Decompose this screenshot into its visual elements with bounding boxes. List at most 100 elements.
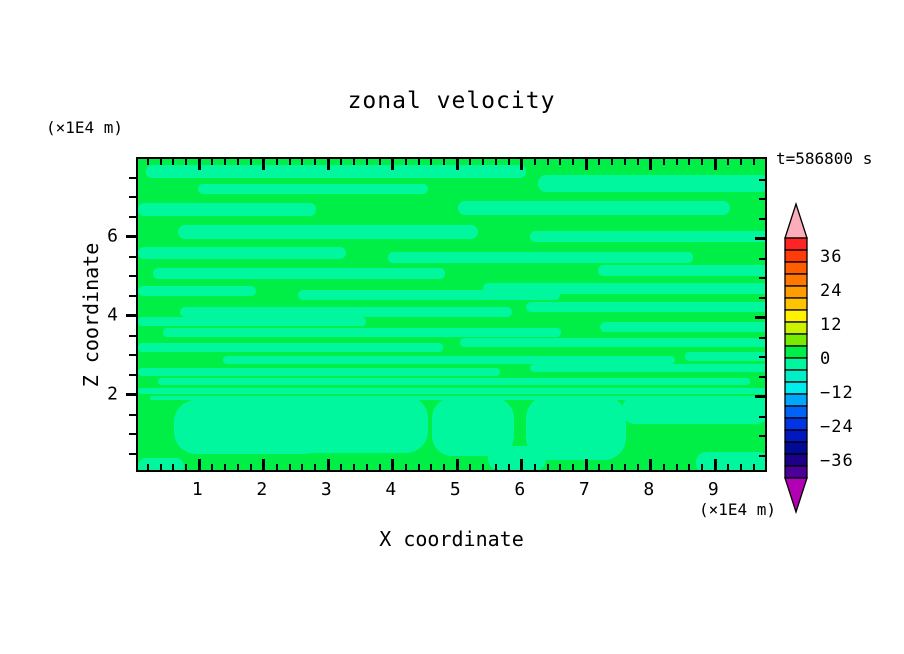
x-tick-label: 5 xyxy=(449,479,461,500)
x-tick-top xyxy=(224,159,227,165)
contour-band xyxy=(600,322,765,332)
contour-band xyxy=(388,252,693,263)
colorbar-segment xyxy=(784,261,808,275)
x-tick-bottom xyxy=(701,464,704,470)
x-tick-top xyxy=(533,159,536,165)
y-tick-left xyxy=(129,374,136,377)
x-tick-bottom xyxy=(688,464,691,470)
x-tick-label: 9 xyxy=(707,479,719,500)
x-tick-label: 4 xyxy=(385,479,397,500)
x-tick-bottom xyxy=(340,464,343,470)
x-tick-bottom xyxy=(494,464,497,470)
contour-band xyxy=(530,231,765,242)
contour-band xyxy=(685,352,765,361)
y-tick-left xyxy=(129,334,136,337)
x-tick-top xyxy=(159,159,162,165)
y-tick-label: 6 xyxy=(107,225,118,247)
x-tick-bottom xyxy=(172,464,175,470)
x-tick-bottom xyxy=(197,459,201,470)
contour-band xyxy=(180,307,512,317)
y-tick-left xyxy=(126,235,136,239)
x-tick-bottom xyxy=(469,464,472,470)
contour-band xyxy=(460,338,765,347)
y-tick-left xyxy=(129,216,136,219)
x-tick-top xyxy=(275,159,278,165)
contour-band xyxy=(163,328,561,337)
x-tick-bottom xyxy=(211,464,214,470)
x-tick-label: 8 xyxy=(643,479,655,500)
x-tick-bottom xyxy=(275,464,278,470)
x-tick-label: 3 xyxy=(320,479,332,500)
x-tick-bottom xyxy=(353,464,356,470)
y-tick-left xyxy=(129,433,136,436)
x-tick-top xyxy=(430,159,433,165)
x-tick-top xyxy=(262,159,266,170)
x-tick-top xyxy=(469,159,472,165)
x-tick-bottom xyxy=(533,464,536,470)
contour-band xyxy=(178,225,478,239)
colorbar-segment xyxy=(784,465,808,479)
colorbar-segment xyxy=(784,345,808,359)
contour-band xyxy=(526,302,765,312)
y-tick-right xyxy=(759,376,765,379)
x-tick-top xyxy=(662,159,665,165)
colorbar-tick-label: 36 xyxy=(820,247,843,267)
x-tick-bottom xyxy=(455,459,459,470)
x-tick-top xyxy=(236,159,239,165)
x-tick-top xyxy=(185,159,188,165)
x-tick-bottom xyxy=(314,464,317,470)
colorbar-segment xyxy=(784,405,808,419)
x-tick-bottom xyxy=(507,464,510,470)
x-tick-bottom xyxy=(146,464,149,470)
y-tick-right xyxy=(755,316,765,320)
x-tick-top xyxy=(455,159,459,170)
y-tick-right xyxy=(759,257,765,260)
x-tick-top xyxy=(443,159,446,165)
x-tick-bottom xyxy=(636,464,639,470)
y-tick-left xyxy=(126,393,136,397)
x-axis-title: X coordinate xyxy=(379,527,524,551)
y-tick-right xyxy=(759,178,765,181)
x-tick-top xyxy=(546,159,549,165)
x-tick-bottom xyxy=(443,464,446,470)
contour-band xyxy=(153,268,445,279)
x-tick-bottom xyxy=(404,464,407,470)
x-tick-label: 6 xyxy=(514,479,526,500)
y-tick-left xyxy=(129,413,136,416)
colorbar-segment xyxy=(784,393,808,407)
y-tick-right xyxy=(759,198,765,201)
x-tick-top xyxy=(507,159,510,165)
x-tick-top xyxy=(301,159,304,165)
x-tick-top xyxy=(314,159,317,165)
x-tick-bottom xyxy=(752,464,755,470)
x-tick-top xyxy=(611,159,614,165)
colorbar-segment xyxy=(784,309,808,323)
y-tick-label: 2 xyxy=(107,383,118,405)
y-tick-left xyxy=(129,255,136,258)
contour-band xyxy=(138,317,366,326)
time-annotation: t=586800 s xyxy=(776,149,873,168)
colorbar-segment xyxy=(784,417,808,431)
y-axis-units-label: (×1E4 m) xyxy=(46,118,124,137)
colorbar-arrow xyxy=(784,477,808,515)
x-tick-top xyxy=(326,159,330,170)
x-tick-top xyxy=(146,159,149,165)
y-tick-right xyxy=(755,395,765,399)
x-tick-top xyxy=(494,159,497,165)
x-tick-top xyxy=(520,159,524,170)
colorbar-tick-label: −24 xyxy=(820,417,854,437)
y-tick-left xyxy=(129,295,136,298)
x-tick-bottom xyxy=(159,464,162,470)
x-tick-top xyxy=(649,159,653,170)
colorbar-tick-label: 12 xyxy=(820,315,843,335)
contour-band xyxy=(138,368,500,376)
colorbar-segment xyxy=(784,453,808,467)
colorbar-tick-label: −36 xyxy=(820,451,854,471)
x-tick-top xyxy=(701,159,704,165)
colorbar-segment xyxy=(784,441,808,455)
contour-band xyxy=(138,286,256,296)
x-tick-top xyxy=(752,159,755,165)
x-tick-bottom xyxy=(224,464,227,470)
x-tick-top xyxy=(572,159,575,165)
